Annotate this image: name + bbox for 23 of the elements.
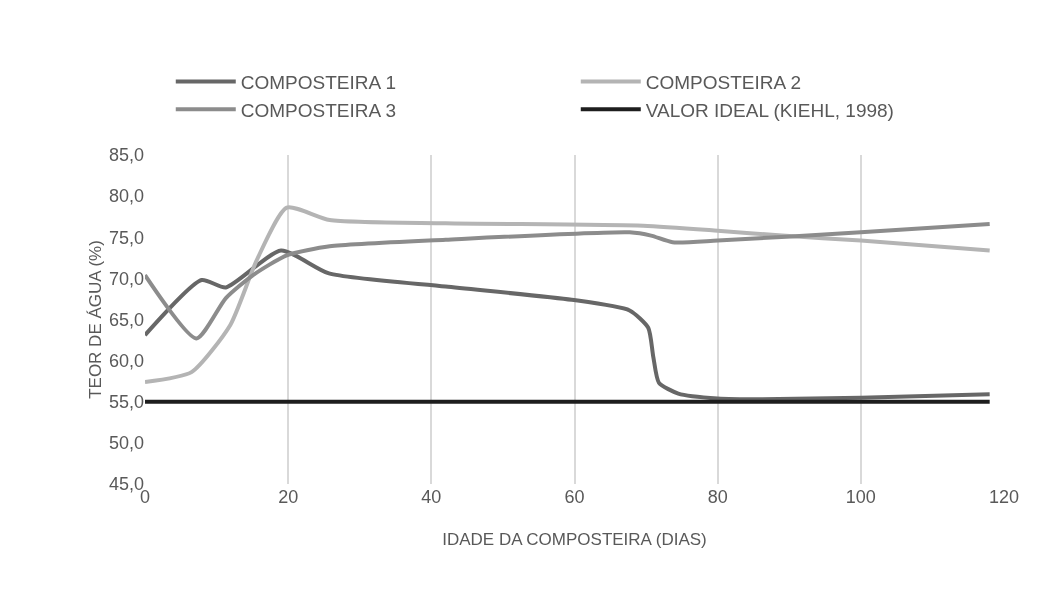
legend-label: VALOR IDEAL (KIEHL, 1998) (645, 99, 894, 121)
line-series (145, 222, 992, 341)
y-tick-label: 55,0 (108, 392, 144, 413)
x-tick-label: 20 (278, 487, 299, 507)
y-tick-label: 75,0 (108, 227, 144, 248)
y-tick-label: 70,0 (108, 268, 144, 289)
legend-label: COMPOSTEIRA 1 (240, 71, 396, 93)
x-tick-label: 60 (564, 487, 585, 507)
x-tick-label: 40 (421, 487, 442, 507)
y-axis-title: TEOR DE ÁGUA (%) (86, 240, 105, 399)
line-series (145, 205, 992, 385)
x-tick-label: 100 (845, 487, 876, 507)
y-tick-label: 80,0 (108, 186, 144, 207)
legend-label: COMPOSTEIRA 3 (240, 99, 396, 121)
y-tick-label: 85,0 (108, 145, 144, 166)
y-tick-label: 50,0 (108, 433, 144, 454)
y-tick-label: 65,0 (108, 309, 144, 330)
y-tick-label: 60,0 (108, 350, 144, 371)
x-tick-label: 80 (707, 487, 728, 507)
x-tick-label: 120 (988, 487, 1020, 507)
line-series (145, 248, 992, 402)
x-axis-title: IDADE DA COMPOSTEIRA (DIAS) (442, 530, 707, 549)
legend-label: COMPOSTEIRA 2 (645, 71, 801, 93)
